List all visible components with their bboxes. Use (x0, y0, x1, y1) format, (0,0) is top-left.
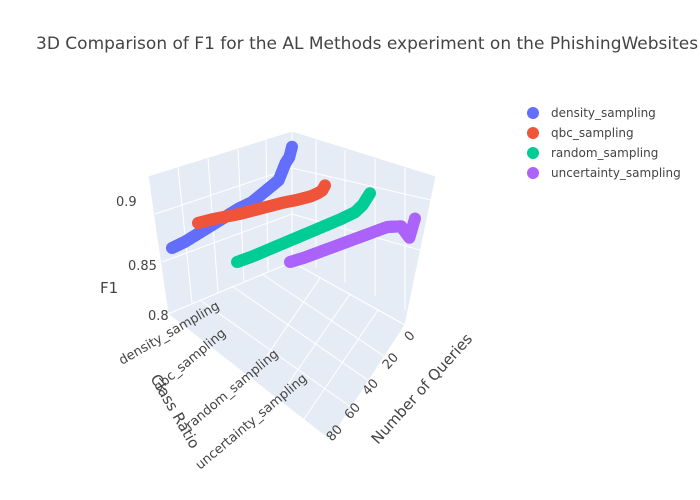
legend-label-random: random_sampling (551, 146, 659, 160)
legend-label-uncertainty: uncertainty_sampling (551, 166, 681, 180)
point-uncertainty_sampling (284, 256, 296, 268)
legend-swatch-qbc (527, 127, 539, 139)
z-tick-0.8: 0.8 (148, 309, 169, 324)
z-tick-0.85: 0.85 (128, 259, 157, 274)
point-density_sampling (166, 242, 178, 254)
legend[interactable]: density_sampling qbc_sampling random_sam… (520, 103, 700, 183)
legend-swatch-density (527, 107, 539, 119)
legend-item-density[interactable]: density_sampling (520, 103, 700, 123)
legend-item-uncertainty[interactable]: uncertainty_sampling (520, 163, 700, 183)
y-tick-uncertainty: uncertainty_sampling (193, 371, 310, 473)
x-tick-0: 0 (402, 328, 419, 344)
z-tick-0.9: 0.9 (116, 195, 137, 210)
z-axis-label: F1 (100, 279, 118, 297)
legend-swatch-random (527, 147, 539, 159)
legend-label-qbc: qbc_sampling (551, 126, 634, 140)
legend-swatch-uncertainty (527, 167, 539, 179)
legend-item-random[interactable]: random_sampling (520, 143, 700, 163)
z-axis-ticks: 0.9 0.85 0.8 (116, 195, 169, 324)
data-points (166, 140, 421, 268)
chart-title: 3D Comparison of F1 for the AL Methods e… (36, 34, 699, 54)
point-random_sampling (231, 256, 243, 268)
legend-label-density: density_sampling (551, 106, 656, 120)
point-qbc_sampling (192, 217, 204, 229)
legend-item-qbc[interactable]: qbc_sampling (520, 123, 700, 143)
